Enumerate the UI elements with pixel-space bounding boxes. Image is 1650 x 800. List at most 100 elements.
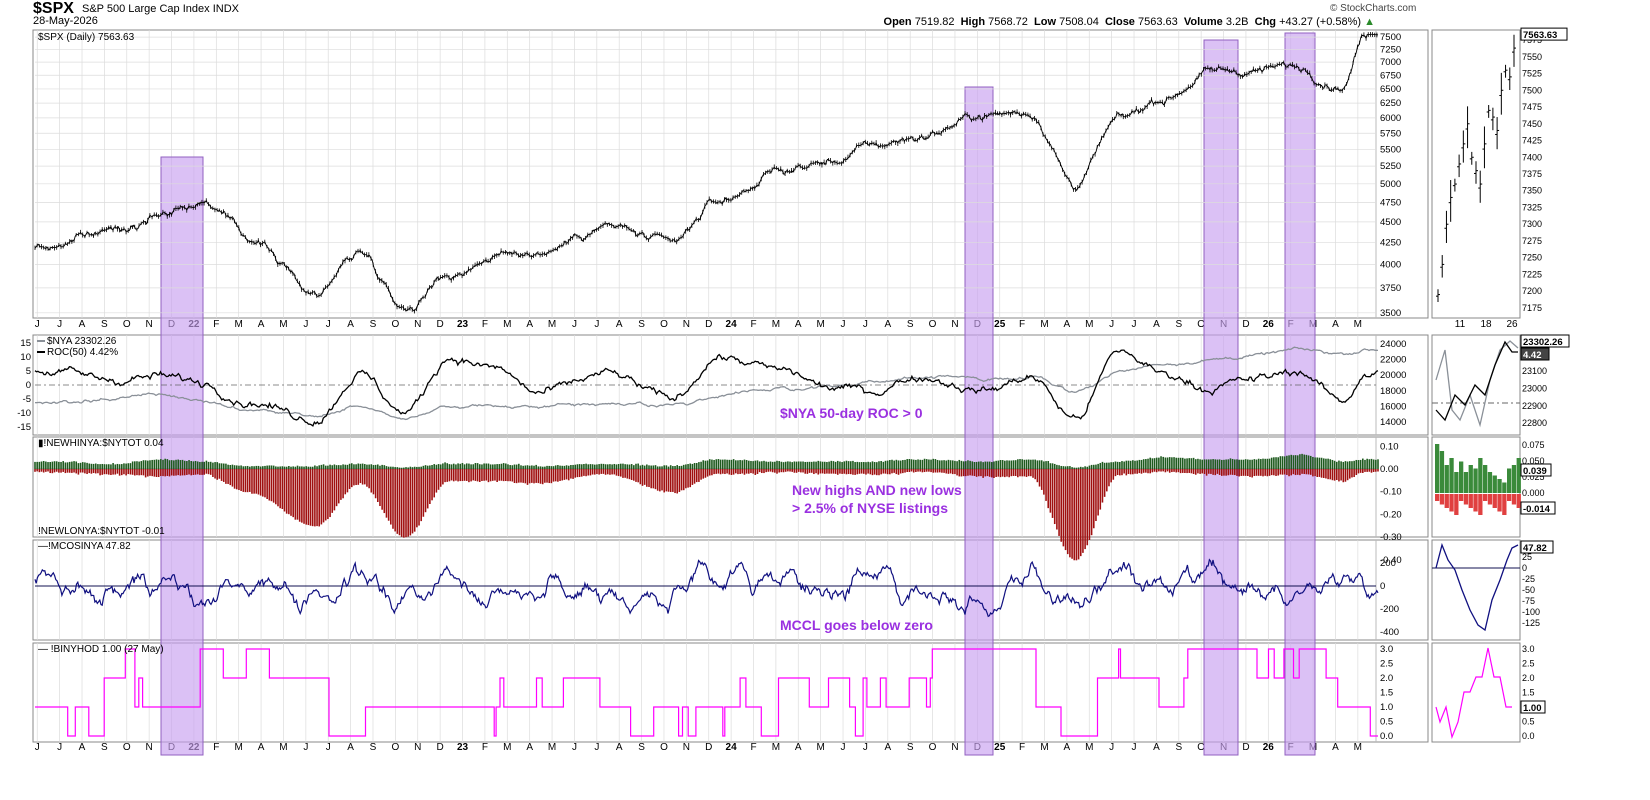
inset-price-tick: 7375 <box>1522 169 1542 179</box>
annotation-mcc: MCCL goes below zero <box>780 617 933 633</box>
x-tick-label-bottom: D <box>705 742 712 753</box>
inset-price-tick: 7300 <box>1522 219 1542 229</box>
x-tick-label: O <box>929 319 937 330</box>
inset-hl-tick: 0.075 <box>1522 440 1545 450</box>
inset-price-tick: 7275 <box>1522 236 1542 246</box>
x-tick-label-bottom: J <box>841 742 846 753</box>
highlight-band-1 <box>160 156 204 756</box>
open-value: 7519.82 <box>914 16 955 28</box>
x-tick-label-bottom: M <box>503 742 511 753</box>
x-tick-label: M <box>1085 319 1093 330</box>
x-tick-label: F <box>750 319 756 330</box>
inset-price-tick: 7325 <box>1522 202 1542 212</box>
x-tick-label: A <box>258 319 265 330</box>
x-tick-label-bottom: 24 <box>726 742 738 753</box>
mcc-y-tick: 0 <box>1380 581 1385 592</box>
roc-last-box <box>1520 347 1550 361</box>
inset-mcc-tick: -125 <box>1522 618 1540 628</box>
x-tick-label: S <box>1175 319 1182 330</box>
x-tick-label: N <box>951 319 958 330</box>
binyhod-line <box>35 648 1378 737</box>
roc-line <box>34 349 1379 427</box>
bin-y-tick: 2.5 <box>1380 659 1393 670</box>
price-y-tick: 6500 <box>1380 84 1401 95</box>
x-tick-label: A <box>347 319 354 330</box>
inset-high-bar <box>1444 465 1449 493</box>
x-tick-label-bottom: D <box>437 742 444 753</box>
inset-mcc-line <box>1435 542 1519 632</box>
x-tick-label: F <box>482 319 488 330</box>
x-tick-label-bottom: S <box>907 742 914 753</box>
ohlc-readout: Open 7519.82 High 7568.72 Low 7508.04 Cl… <box>884 16 1375 28</box>
x-tick-label: M <box>1040 319 1048 330</box>
x-tick-label: A <box>526 319 533 330</box>
inset-high-bar <box>1492 475 1497 493</box>
highs-lows-panel <box>32 436 1429 538</box>
bin-y-tick: 0.0 <box>1380 731 1393 742</box>
inset-high-bar <box>1516 458 1521 493</box>
x-tick-label-bottom: M <box>1354 742 1362 753</box>
chart-date: 28-May-2026 <box>33 15 98 27</box>
lows-last-box <box>1520 501 1556 515</box>
hl-y-tick: -0.30 <box>1380 532 1402 543</box>
roc-last-value: 4.42 <box>1523 350 1542 361</box>
inset-low-bar <box>1516 494 1521 508</box>
x-tick-label: 23 <box>457 319 469 330</box>
x-tick-label: J <box>863 319 868 330</box>
x-tick-label-bottom: M <box>1085 742 1093 753</box>
annotation-hl-2: > 2.5% of NYSE listings <box>792 500 948 516</box>
price-y-tick: 6000 <box>1380 113 1401 124</box>
x-tick-label-bottom: J <box>1109 742 1114 753</box>
bin-y-tick: 0.5 <box>1380 717 1393 728</box>
x-tick-label: S <box>101 319 108 330</box>
x-tick-label-bottom: M <box>772 742 780 753</box>
x-tick-label: S <box>638 319 645 330</box>
inset-low-bar <box>1463 494 1469 505</box>
x-tick-label-bottom: 23 <box>457 742 469 753</box>
inset-roc-tick: 23000 <box>1522 383 1547 393</box>
x-tick-label: M <box>503 319 511 330</box>
ticker-symbol: $SPX <box>33 0 74 17</box>
inset-low-bar <box>1473 494 1478 512</box>
x-tick-label: A <box>79 319 86 330</box>
x-tick-label: N <box>146 319 153 330</box>
roc-left-tick: -10 <box>17 408 31 419</box>
price-last-value-box <box>1520 27 1568 41</box>
low-value: 7508.04 <box>1059 16 1099 28</box>
x-tick-label: A <box>1153 319 1160 330</box>
inset-mcc-tick: 0 <box>1522 563 1527 573</box>
hl-y-tick: -0.10 <box>1380 487 1402 498</box>
bin-last-value: 1.00 <box>1523 703 1542 714</box>
inset-high-bar <box>1459 461 1464 493</box>
lows-legend: !NEWLONYA:$NYTOT -0.01 <box>38 526 165 537</box>
x-tick-label: M <box>1354 319 1362 330</box>
price-y-tick: 5000 <box>1380 179 1401 190</box>
x-tick-label: M <box>772 319 780 330</box>
x-tick-label-bottom: S <box>101 742 108 753</box>
x-tick-label: A <box>1332 319 1339 330</box>
roc-right-tick: 20000 <box>1380 370 1406 381</box>
inset-high-bar <box>1502 482 1507 493</box>
volume-label: Volume <box>1183 16 1223 28</box>
up-arrow-icon: ▲ <box>1364 16 1375 28</box>
x-tick-label: A <box>616 319 623 330</box>
x-tick-label: O <box>123 319 131 330</box>
inset-low-bar <box>1439 494 1445 505</box>
inset-roc-tick: 22800 <box>1522 418 1547 428</box>
price-y-tick: 7000 <box>1380 57 1401 68</box>
inset-hl-tick: 0.025 <box>1522 472 1545 482</box>
high-label: High <box>960 16 986 28</box>
x-tick-label: S <box>907 319 914 330</box>
hl-y-tick: 0.00 <box>1380 464 1399 475</box>
inset-low-bar <box>1449 494 1454 512</box>
roc-left-tick: 15 <box>20 338 31 349</box>
inset-price-tick: 7500 <box>1522 85 1542 95</box>
x-tick-label: 24 <box>726 319 738 330</box>
x-tick-label-bottom: O <box>391 742 399 753</box>
price-y-tick: 6750 <box>1380 70 1401 81</box>
inset-high-bar <box>1439 451 1445 493</box>
inset-roc-tick: 22900 <box>1522 401 1547 411</box>
inset-mcc-tick: -75 <box>1522 596 1535 606</box>
inset-high-bar <box>1449 458 1454 493</box>
inset-bin-frame <box>1431 642 1521 743</box>
